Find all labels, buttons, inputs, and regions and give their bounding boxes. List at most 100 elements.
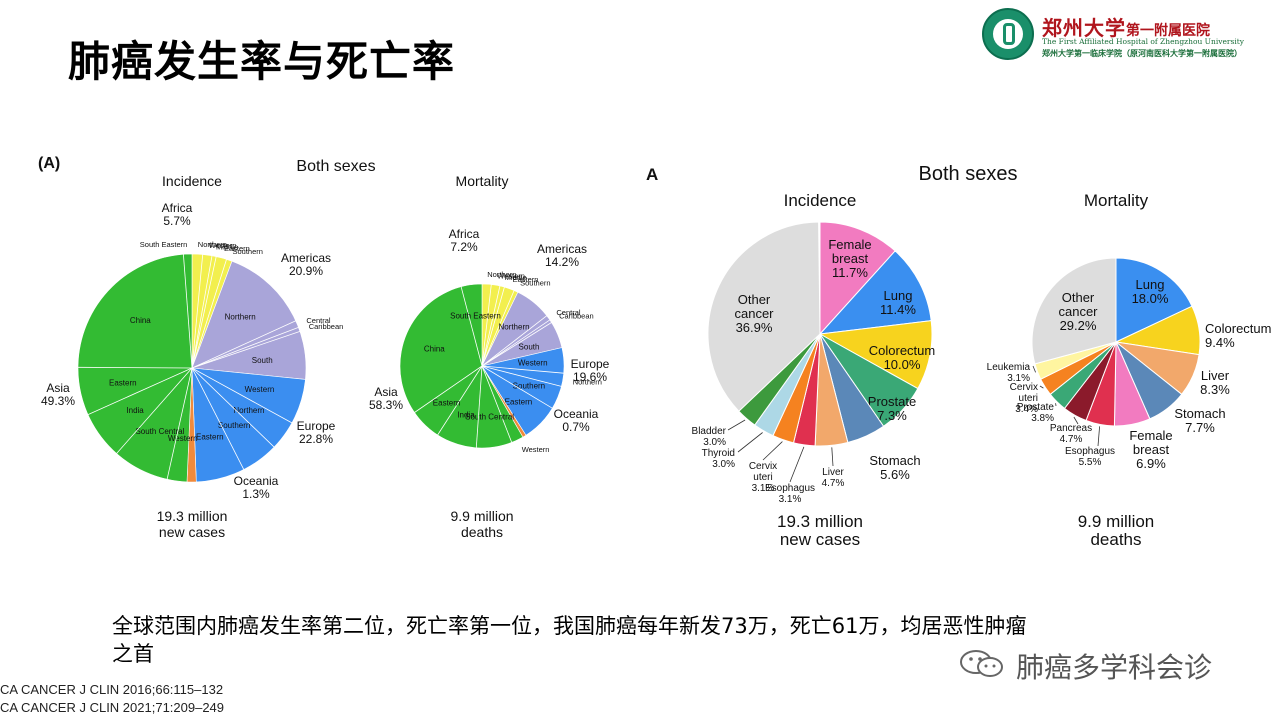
subregion-label-middle: Middle: [505, 273, 527, 282]
slice-pct-esophagus: 5.5%: [1079, 457, 1102, 468]
wechat-icon: [960, 650, 1003, 677]
subregion-divider: [437, 365, 483, 436]
subregion-label-eastern: Eastern: [433, 399, 461, 408]
region-pct-oceania: 1.3%: [242, 487, 270, 501]
references: CA CANCER J CLIN 2016;66:115–132 CA CANC…: [0, 681, 224, 717]
slice-label-other-cancer: Other: [1062, 290, 1095, 305]
subregion-divider: [191, 367, 293, 424]
subregion-divider: [191, 367, 245, 470]
leader-line: [737, 432, 763, 453]
slice-label-female-breast: breast: [832, 251, 869, 266]
subregion-label-south: South: [252, 356, 273, 365]
leader-line: [1097, 426, 1100, 447]
leader-line: [789, 446, 805, 483]
subregion-label-southern: Southern: [233, 247, 263, 256]
region-label-oceania: Oceania: [234, 474, 279, 488]
slice-pct-cervix-uteri: 3.1%: [752, 483, 775, 494]
region-pct-europe: 19.6%: [573, 370, 607, 384]
subregion-label-northern: Northern: [198, 240, 227, 249]
slice-label-lung: Lung: [1136, 277, 1165, 292]
slice-other-cancer: [707, 221, 821, 412]
slice-pct-colorectum: 10.0%: [884, 357, 921, 372]
slice-pct-thyroid: 3.0%: [712, 459, 735, 470]
slice-lung: [1115, 257, 1193, 343]
slice-lung: [818, 250, 932, 335]
slice-other-cancer: [1031, 257, 1117, 365]
slice-label-other-cancer: Other: [738, 292, 771, 307]
region-pct-americas: 14.2%: [545, 255, 579, 269]
subregion-divider: [481, 365, 562, 387]
region-label-asia: Asia: [374, 385, 398, 399]
left-footer-value: 19.3 million: [157, 508, 228, 524]
logo-english: The First Affiliated Hospital of Zhengzh…: [1042, 37, 1244, 46]
slice-label-bladder: Bladder: [692, 426, 727, 437]
caption-line-1: 全球范围内肺癌发生率第二位，死亡率第一位，我国肺癌每年新发73万，死亡61万，均…: [112, 614, 1027, 638]
subregion-divider: [87, 367, 193, 415]
slice-pct-bladder: 3.0%: [703, 437, 726, 448]
subregion-label-eastern: Eastern: [513, 275, 539, 284]
right-chart-title-incidence: Incidence: [784, 191, 857, 210]
region-label-americas: Americas: [281, 251, 331, 265]
left-chart-title-mortality: Mortality: [456, 173, 509, 189]
slice-pct-other-cancer: 36.9%: [736, 320, 773, 335]
right-footer-unit: new cases: [780, 530, 860, 549]
subregion-label-northern: Northern: [233, 406, 264, 415]
slice-label-liver: Liver: [822, 467, 844, 478]
slice-label-esophagus: Esophagus: [1065, 446, 1115, 457]
leader-line: [831, 447, 834, 467]
subregion-divider: [191, 254, 204, 369]
region-pct-africa: 5.7%: [163, 214, 191, 228]
region-label-africa: Africa: [162, 201, 193, 215]
slice-label-colorectum: Colorectum: [1205, 321, 1271, 336]
subregion-label-western: Western: [245, 385, 275, 394]
subregion-label-caribbean: Caribbean: [309, 322, 344, 331]
subregion-divider: [475, 365, 483, 448]
slice-pct-other-cancer: 29.2%: [1060, 318, 1097, 333]
slice-label-cervix-uteri: Cervix: [1010, 382, 1038, 393]
hospital-logo: 郑州大学第一附属医院 The First Affiliated Hospital…: [982, 8, 1274, 60]
right-header: Both sexes: [919, 163, 1018, 185]
slice-label-prostate: Prostate: [1017, 402, 1055, 413]
subregion-label-central: Central: [556, 308, 581, 317]
subregion-label-south-eastern: South Eastern: [450, 312, 501, 321]
region-label-asia: Asia: [46, 381, 70, 395]
slice-label-colorectum: Colorectum: [869, 343, 935, 358]
reference-2: CA CANCER J CLIN 2021;71:209–249: [0, 700, 225, 715]
subregion-divider: [166, 367, 193, 480]
slice-label-stomach: Stomach: [869, 453, 920, 468]
subregion-divider: [481, 290, 515, 367]
subregion-label-southern: Southern: [513, 382, 545, 391]
slice-label-leukemia: Leukemia: [987, 362, 1031, 373]
slice-label-other-cancer: cancer: [1058, 304, 1098, 319]
region-pct-africa: 7.2%: [450, 240, 478, 254]
subregion-divider: [191, 259, 227, 369]
slice-label-thyroid: Thyroid: [702, 448, 735, 459]
slice-pct-cervix-uteri: 3.4%: [1015, 404, 1038, 415]
subregion-label-india: India: [126, 406, 144, 415]
subregion-divider: [183, 254, 193, 369]
region-pct-oceania: 0.7%: [562, 420, 590, 434]
subregion-label-south-eastern: South Eastern: [140, 240, 188, 249]
subregion-divider: [191, 256, 217, 369]
slice-female-breast: [819, 221, 896, 336]
slice-label-female-breast: breast: [1133, 442, 1170, 457]
subregion-label-northern: Northern: [225, 312, 256, 321]
subregion-divider: [481, 284, 492, 367]
subregion-label-western: Western: [168, 434, 198, 443]
subregion-label-middle: Middle: [216, 242, 238, 251]
subregion-divider: [460, 286, 483, 367]
region-pct-europe: 22.8%: [299, 432, 333, 446]
slice-pct-stomach: 7.7%: [1185, 420, 1215, 435]
left-chart-title-incidence: Incidence: [162, 173, 222, 189]
slice-pct-lung: 11.4%: [880, 302, 916, 317]
slice-label-esophagus: Esophagus: [765, 483, 815, 494]
left-footer-value: 9.9 million: [450, 508, 513, 524]
subregion-divider: [414, 365, 483, 413]
subregion-label-northern: Northern: [498, 323, 529, 332]
slice-label-cervix-uteri: uteri: [1019, 393, 1038, 404]
subregion-label-southern: Southern: [520, 278, 550, 287]
subregion-divider: [191, 331, 301, 369]
slice-pct-liver: 8.3%: [1200, 382, 1230, 397]
right-chart-title-mortality: Mortality: [1084, 191, 1149, 210]
right-panel-label: A: [646, 165, 658, 184]
